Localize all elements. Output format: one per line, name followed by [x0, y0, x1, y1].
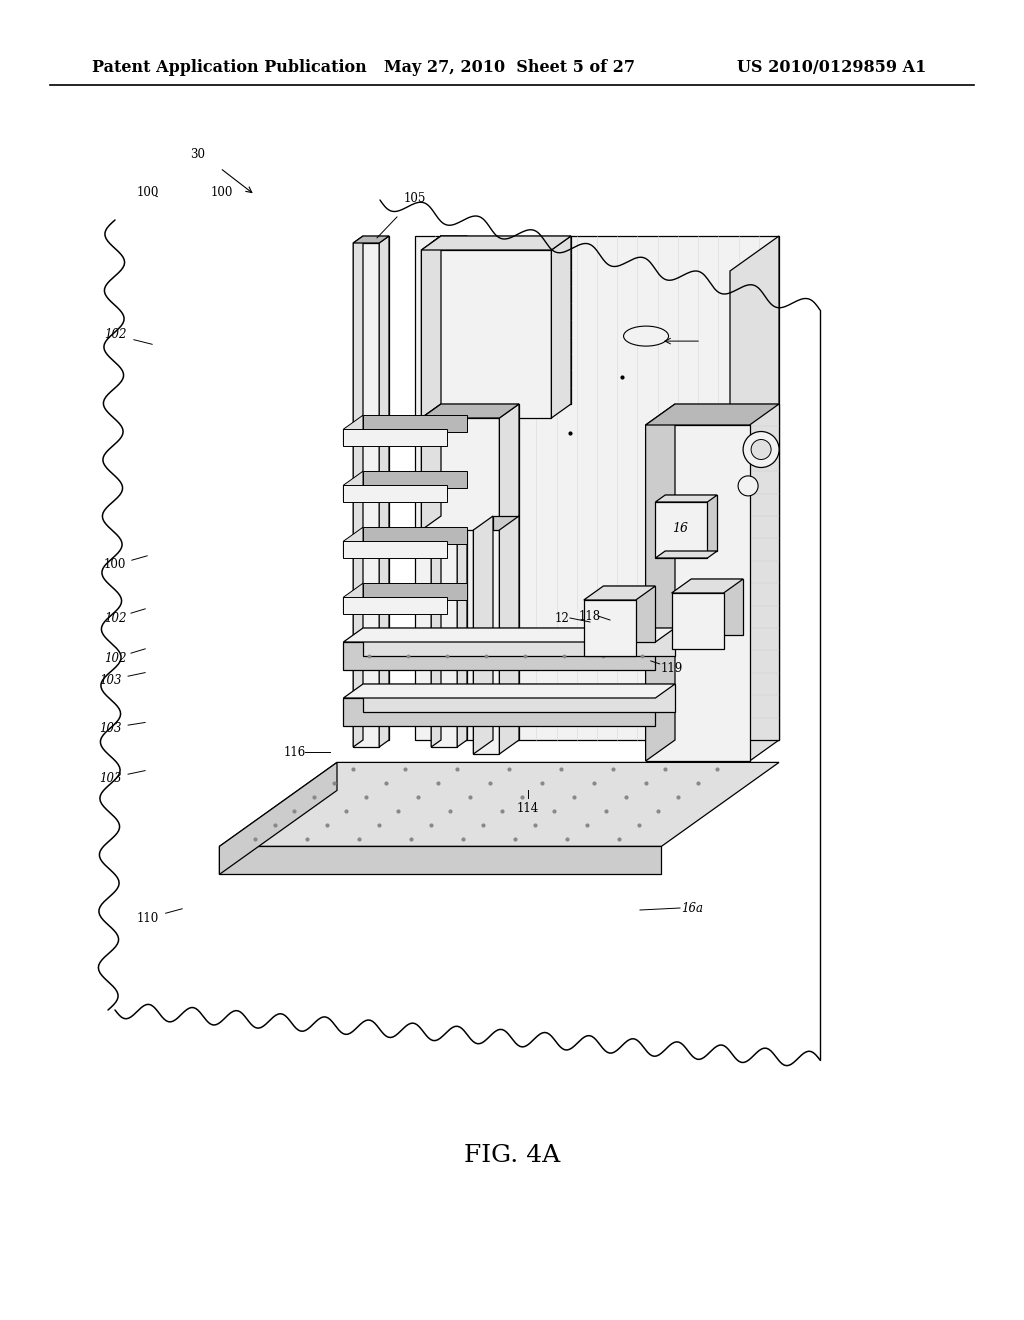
Polygon shape [343, 486, 447, 502]
Text: 16: 16 [672, 521, 688, 535]
Polygon shape [219, 846, 662, 874]
Polygon shape [343, 541, 447, 558]
Text: 103: 103 [98, 673, 121, 686]
Polygon shape [675, 404, 779, 741]
Text: Patent Application Publication: Patent Application Publication [92, 59, 367, 77]
Polygon shape [603, 586, 655, 642]
Polygon shape [415, 236, 779, 741]
Polygon shape [584, 601, 636, 656]
Text: 30: 30 [190, 149, 206, 161]
Polygon shape [362, 684, 675, 711]
Text: 103: 103 [98, 771, 121, 784]
Ellipse shape [624, 326, 669, 346]
Polygon shape [441, 236, 467, 741]
Polygon shape [672, 579, 743, 593]
Polygon shape [730, 236, 779, 775]
Polygon shape [219, 763, 337, 874]
Text: 16a: 16a [681, 902, 703, 915]
Polygon shape [343, 628, 675, 642]
Text: 100: 100 [103, 558, 126, 572]
Polygon shape [500, 516, 519, 754]
Text: 103: 103 [98, 722, 121, 734]
Text: May 27, 2010  Sheet 5 of 27: May 27, 2010 Sheet 5 of 27 [384, 59, 635, 77]
Polygon shape [655, 495, 717, 502]
Polygon shape [645, 404, 779, 425]
Polygon shape [422, 236, 571, 249]
Polygon shape [666, 495, 717, 550]
Polygon shape [362, 583, 467, 601]
Text: 12: 12 [555, 611, 569, 624]
Polygon shape [672, 593, 724, 649]
Polygon shape [362, 416, 467, 432]
Polygon shape [362, 527, 467, 544]
Polygon shape [343, 527, 362, 558]
Polygon shape [353, 236, 389, 243]
Polygon shape [431, 236, 467, 243]
Text: 102: 102 [103, 329, 126, 342]
Polygon shape [343, 429, 447, 446]
Polygon shape [500, 404, 519, 531]
Text: 105: 105 [403, 191, 426, 205]
Polygon shape [362, 471, 467, 488]
Polygon shape [441, 404, 519, 516]
Text: 102: 102 [103, 611, 126, 624]
Polygon shape [219, 763, 779, 846]
Polygon shape [343, 583, 362, 614]
Text: FIG. 4A: FIG. 4A [464, 1143, 560, 1167]
Polygon shape [493, 516, 519, 741]
Polygon shape [343, 471, 362, 502]
Text: 102: 102 [103, 652, 126, 664]
Text: 118: 118 [579, 610, 601, 623]
Polygon shape [379, 236, 389, 747]
Circle shape [751, 440, 771, 459]
Polygon shape [691, 579, 743, 635]
Polygon shape [343, 698, 655, 726]
Text: 100: 100 [211, 186, 233, 198]
Polygon shape [362, 236, 389, 741]
Polygon shape [343, 416, 362, 446]
Polygon shape [584, 586, 655, 601]
Polygon shape [441, 236, 571, 404]
Text: US 2010/0129859 A1: US 2010/0129859 A1 [737, 59, 927, 77]
Polygon shape [362, 628, 675, 656]
Circle shape [738, 477, 758, 496]
Polygon shape [422, 404, 519, 418]
Polygon shape [645, 404, 675, 762]
Polygon shape [422, 418, 500, 531]
Text: 119: 119 [660, 661, 683, 675]
Text: 100: 100 [137, 186, 159, 198]
Polygon shape [431, 243, 457, 747]
Polygon shape [645, 425, 750, 762]
Polygon shape [422, 249, 551, 418]
Text: 114: 114 [517, 801, 539, 814]
Text: 116: 116 [284, 746, 306, 759]
Polygon shape [457, 236, 467, 747]
Circle shape [743, 432, 779, 467]
Polygon shape [343, 642, 655, 671]
Polygon shape [655, 550, 717, 558]
Polygon shape [431, 236, 441, 747]
Text: 110: 110 [137, 912, 159, 924]
Polygon shape [343, 597, 447, 614]
Polygon shape [353, 243, 379, 747]
Polygon shape [343, 684, 675, 698]
Polygon shape [473, 531, 500, 754]
Polygon shape [551, 236, 571, 418]
Polygon shape [655, 502, 708, 558]
Polygon shape [473, 516, 493, 754]
Polygon shape [422, 236, 441, 418]
Polygon shape [422, 404, 441, 531]
Polygon shape [353, 236, 362, 747]
